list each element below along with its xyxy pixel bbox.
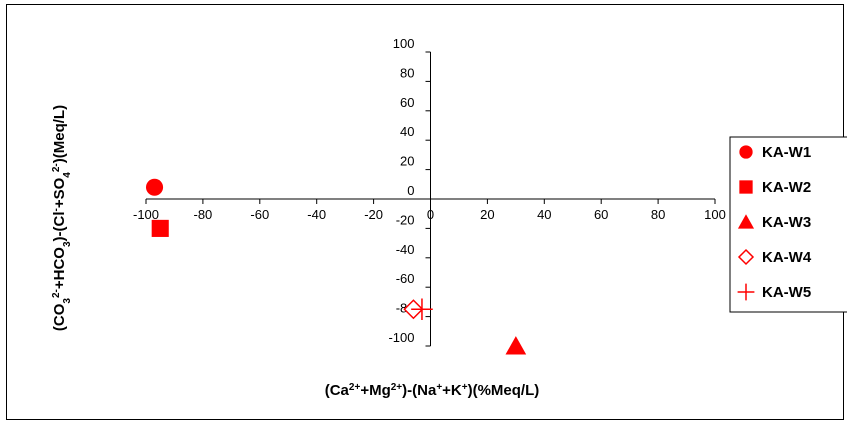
x-tick-label: -20 (364, 207, 383, 222)
y-axis-label: (CO32-+HCO3)-(Cl-+SO42-)(Meq/L) (51, 105, 73, 331)
x-tick-label: 0 (427, 207, 434, 222)
y-tick-label: -40 (396, 242, 415, 257)
y-tick-label: -60 (396, 271, 415, 286)
data-point-ka-w5 (411, 298, 433, 321)
data-point-ka-w2 (151, 219, 169, 237)
legend-label-ka-w5: KA-W5 (762, 284, 811, 301)
y-tick-label: 20 (400, 154, 414, 169)
y-tick-label: 100 (393, 36, 415, 51)
y-tick-label: -20 (396, 212, 415, 227)
x-tick-label: 60 (594, 207, 608, 222)
legend-marker-ka-w1 (739, 145, 753, 159)
x-tick-label: -40 (307, 207, 326, 222)
legend-box (729, 136, 847, 313)
y-tick-label: 40 (400, 124, 414, 139)
data-point-ka-w3 (505, 336, 527, 355)
legend: KA-W1 KA-W2 KA-W3 KA-W4 KA-W5 (729, 136, 847, 313)
legend-label-ka-w2: KA-W2 (762, 179, 811, 196)
data-points (145, 178, 527, 355)
x-tick-label: 100 (704, 207, 726, 222)
x-tick-labels: -100 -80 -60 -40 -20 0 20 40 60 80 100 (133, 199, 726, 222)
legend-marker-ka-w4 (737, 248, 755, 266)
legend-marker-ka-w2 (739, 180, 753, 194)
chart-frame (6, 4, 844, 420)
y-tick-label: 80 (400, 65, 414, 80)
x-tick-label: 40 (537, 207, 551, 222)
legend-marker-ka-w3 (737, 214, 755, 229)
legend-label-ka-w4: KA-W4 (762, 249, 812, 266)
legend-label-ka-w1: KA-W1 (762, 144, 811, 161)
y-tick-label: -100 (388, 330, 414, 345)
x-tick-label: 80 (651, 207, 665, 222)
y-tick-label: 0 (407, 183, 414, 198)
x-axis-label: (Ca2++Mg2+)-(Na++K+)(%Meq/L) (325, 382, 540, 400)
x-tick-label: -100 (133, 207, 159, 222)
y-tick-label: 60 (400, 95, 414, 110)
x-tick-label: 20 (480, 207, 494, 222)
x-tick-label: -80 (194, 207, 213, 222)
x-tick-label: -60 (250, 207, 269, 222)
legend-marker-ka-w5 (737, 283, 755, 301)
data-point-ka-w1 (145, 178, 164, 196)
legend-label-ka-w3: KA-W3 (762, 214, 811, 231)
